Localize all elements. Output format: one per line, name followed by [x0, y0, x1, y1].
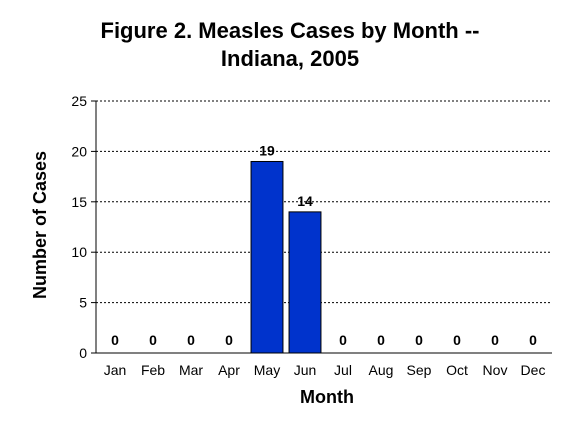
data-label-jun: 14 [297, 193, 313, 209]
data-label-nov: 0 [491, 332, 499, 348]
data-label-aug: 0 [377, 332, 385, 348]
data-label-jan: 0 [111, 332, 119, 348]
x-tick-label-nov: Nov [483, 362, 508, 378]
data-label-may: 19 [259, 142, 275, 158]
data-label-apr: 0 [225, 332, 233, 348]
x-axis-title: Month [300, 387, 354, 407]
y-tick-label: 15 [71, 194, 87, 210]
y-tick-label: 25 [71, 93, 87, 109]
grid-lines [96, 100, 552, 304]
x-tick-label-may: May [254, 362, 280, 378]
bar-may [250, 160, 284, 354]
x-tick-label-dec: Dec [521, 362, 546, 378]
x-tick-label-jun: Jun [294, 362, 317, 378]
data-label-oct: 0 [453, 332, 461, 348]
data-label-sep: 0 [415, 332, 423, 348]
labels: 0 5 10 15 20 25 0 Jan 0 Feb 0 Mar 0 Apr 19 May 14 Jun 0 Jul… [71, 93, 545, 378]
chart-title-line-1: Figure 2. Measles Cases by Month -- [101, 18, 480, 43]
x-tick-label-sep: Sep [407, 362, 432, 378]
x-tick-label-jan: Jan [104, 362, 127, 378]
data-label-dec: 0 [529, 332, 537, 348]
x-tick-label-oct: Oct [446, 362, 468, 378]
x-tick-label-mar: Mar [179, 362, 203, 378]
data-label-mar: 0 [187, 332, 195, 348]
x-tick-label-apr: Apr [218, 362, 240, 378]
bars [250, 160, 322, 354]
y-axis-title: Number of Cases [30, 151, 50, 299]
y-tick-label: 20 [71, 143, 87, 159]
data-label-feb: 0 [149, 332, 157, 348]
y-tick-label: 5 [79, 295, 87, 311]
bar-jun [288, 211, 322, 354]
chart-title-line-2: Indiana, 2005 [221, 46, 359, 71]
x-tick-label-feb: Feb [141, 362, 165, 378]
x-tick-label-aug: Aug [369, 362, 394, 378]
axes [91, 100, 552, 354]
y-tick-label: 10 [71, 244, 87, 260]
y-tick-label: 0 [79, 345, 87, 361]
data-label-jul: 0 [339, 332, 347, 348]
x-tick-label-jul: Jul [334, 362, 352, 378]
